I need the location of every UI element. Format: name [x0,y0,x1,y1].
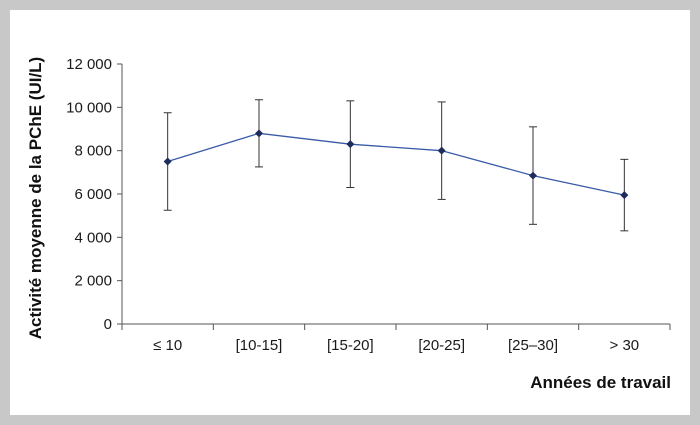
chart-frame: 0 2 000 4 000 6 000 8 000 10 000 12 000 ≤ 10 [1… [10,10,690,415]
x-tick-label: ≤ 10 [153,337,182,354]
y-axis-title: Activité moyenne de la PChE (UI/L) [26,57,45,339]
data-point-marker [620,191,629,200]
x-tick-label: [10-15] [236,337,283,354]
y-tick-label: 0 [104,316,112,333]
y-tick-label: 4 000 [74,229,112,246]
y-tick-label: 8 000 [74,143,112,160]
x-axis-title: Années de travail [530,373,671,392]
data-point-marker [346,140,355,149]
error-bars [163,99,629,232]
x-axis-ticks: ≤ 10 [10-15] [15-20] [20-25] [25–30] > 30 [121,324,671,354]
x-tick-label: > 30 [610,337,640,354]
series-line [167,132,625,196]
x-tick-label: [25–30] [508,337,558,354]
x-tick-label: [20-25] [418,337,465,354]
data-point-marker [529,171,537,180]
data-markers [163,129,629,200]
y-tick-label: 2 000 [74,273,112,290]
data-point-marker [163,157,172,166]
y-axis-ticks: 0 2 000 4 000 6 000 8 000 10 000 12 000 [66,56,122,333]
data-point-marker [255,129,263,138]
data-point-marker [437,146,446,155]
y-tick-label: 12 000 [66,56,112,73]
y-tick-label: 6 000 [74,186,112,203]
chart: 0 2 000 4 000 6 000 8 000 10 000 12 000 ≤ 10 [1… [26,56,671,392]
y-tick-label: 10 000 [66,99,112,116]
x-tick-label: [15-20] [327,337,374,354]
